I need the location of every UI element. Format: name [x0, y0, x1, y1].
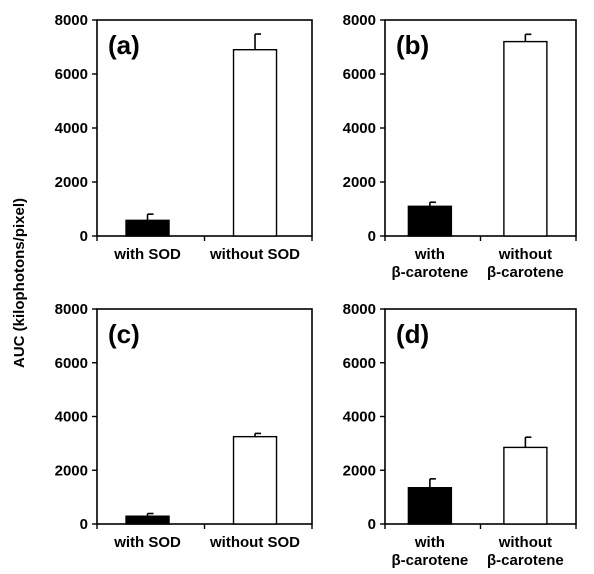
panel-c: 0 2000 4000 6000 8000 with SOD without SOD (c)	[55, 301, 313, 551]
panel-label-d: (d)	[396, 319, 429, 349]
y-tick-label: 2000	[55, 462, 88, 479]
y-tick-label: 8000	[343, 12, 376, 29]
category-label-with: β-carotene	[392, 552, 469, 569]
bar-with	[125, 515, 170, 525]
category-label-with: with	[414, 534, 445, 551]
bar-without	[503, 446, 548, 525]
y-tick-label: 4000	[343, 120, 376, 137]
category-label-with: with SOD	[113, 246, 181, 263]
panel-label-c: (c)	[108, 319, 140, 349]
bar-without	[232, 435, 278, 525]
y-tick-label: 6000	[343, 66, 376, 83]
y-tick-label: 2000	[55, 174, 88, 191]
y-tick-label: 6000	[55, 66, 88, 83]
y-tick-label: 8000	[55, 301, 88, 318]
y-tick-label: 2000	[343, 462, 376, 479]
panel-label-b: (b)	[396, 30, 429, 60]
category-label-without: β-carotene	[487, 264, 564, 281]
bar-without	[232, 49, 278, 237]
panel-a: 0 2000 4000 6000 8000 with SOD without SOD (a)	[55, 12, 313, 263]
y-tick-label: 2000	[343, 174, 376, 191]
y-tick-label: 6000	[343, 355, 376, 372]
category-label-without: without SOD	[209, 534, 300, 551]
y-tick-label: 4000	[55, 120, 88, 137]
y-tick-label: 8000	[55, 12, 88, 29]
category-label-with: β-carotene	[392, 264, 469, 281]
category-label-without: without	[498, 534, 552, 551]
category-label-with: with SOD	[113, 534, 181, 551]
panel-label-a: (a)	[108, 30, 140, 60]
category-label-without: without SOD	[209, 246, 300, 263]
bar-with	[407, 487, 453, 525]
y-tick-label: 0	[80, 516, 88, 533]
bar-without	[503, 40, 548, 237]
y-axis-label: AUC (kilophotons/pixel)	[11, 198, 28, 368]
bar-with	[125, 219, 170, 237]
panel-b: 02000400060008000withβ-carotenewithoutβ-…	[343, 12, 577, 281]
panel-d: 02000400060008000withβ-carotenewithoutβ-…	[343, 301, 577, 569]
category-label-without: without	[498, 246, 552, 263]
y-tick-label: 8000	[343, 301, 376, 318]
y-tick-label: 6000	[55, 355, 88, 372]
y-tick-label: 0	[368, 228, 376, 245]
category-label-with: with	[414, 246, 445, 263]
y-tick-label: 0	[368, 516, 376, 533]
bar-with	[407, 205, 453, 237]
y-tick-label: 0	[80, 228, 88, 245]
y-tick-label: 4000	[343, 409, 376, 426]
category-label-without: β-carotene	[487, 552, 564, 569]
y-tick-label: 4000	[55, 409, 88, 426]
